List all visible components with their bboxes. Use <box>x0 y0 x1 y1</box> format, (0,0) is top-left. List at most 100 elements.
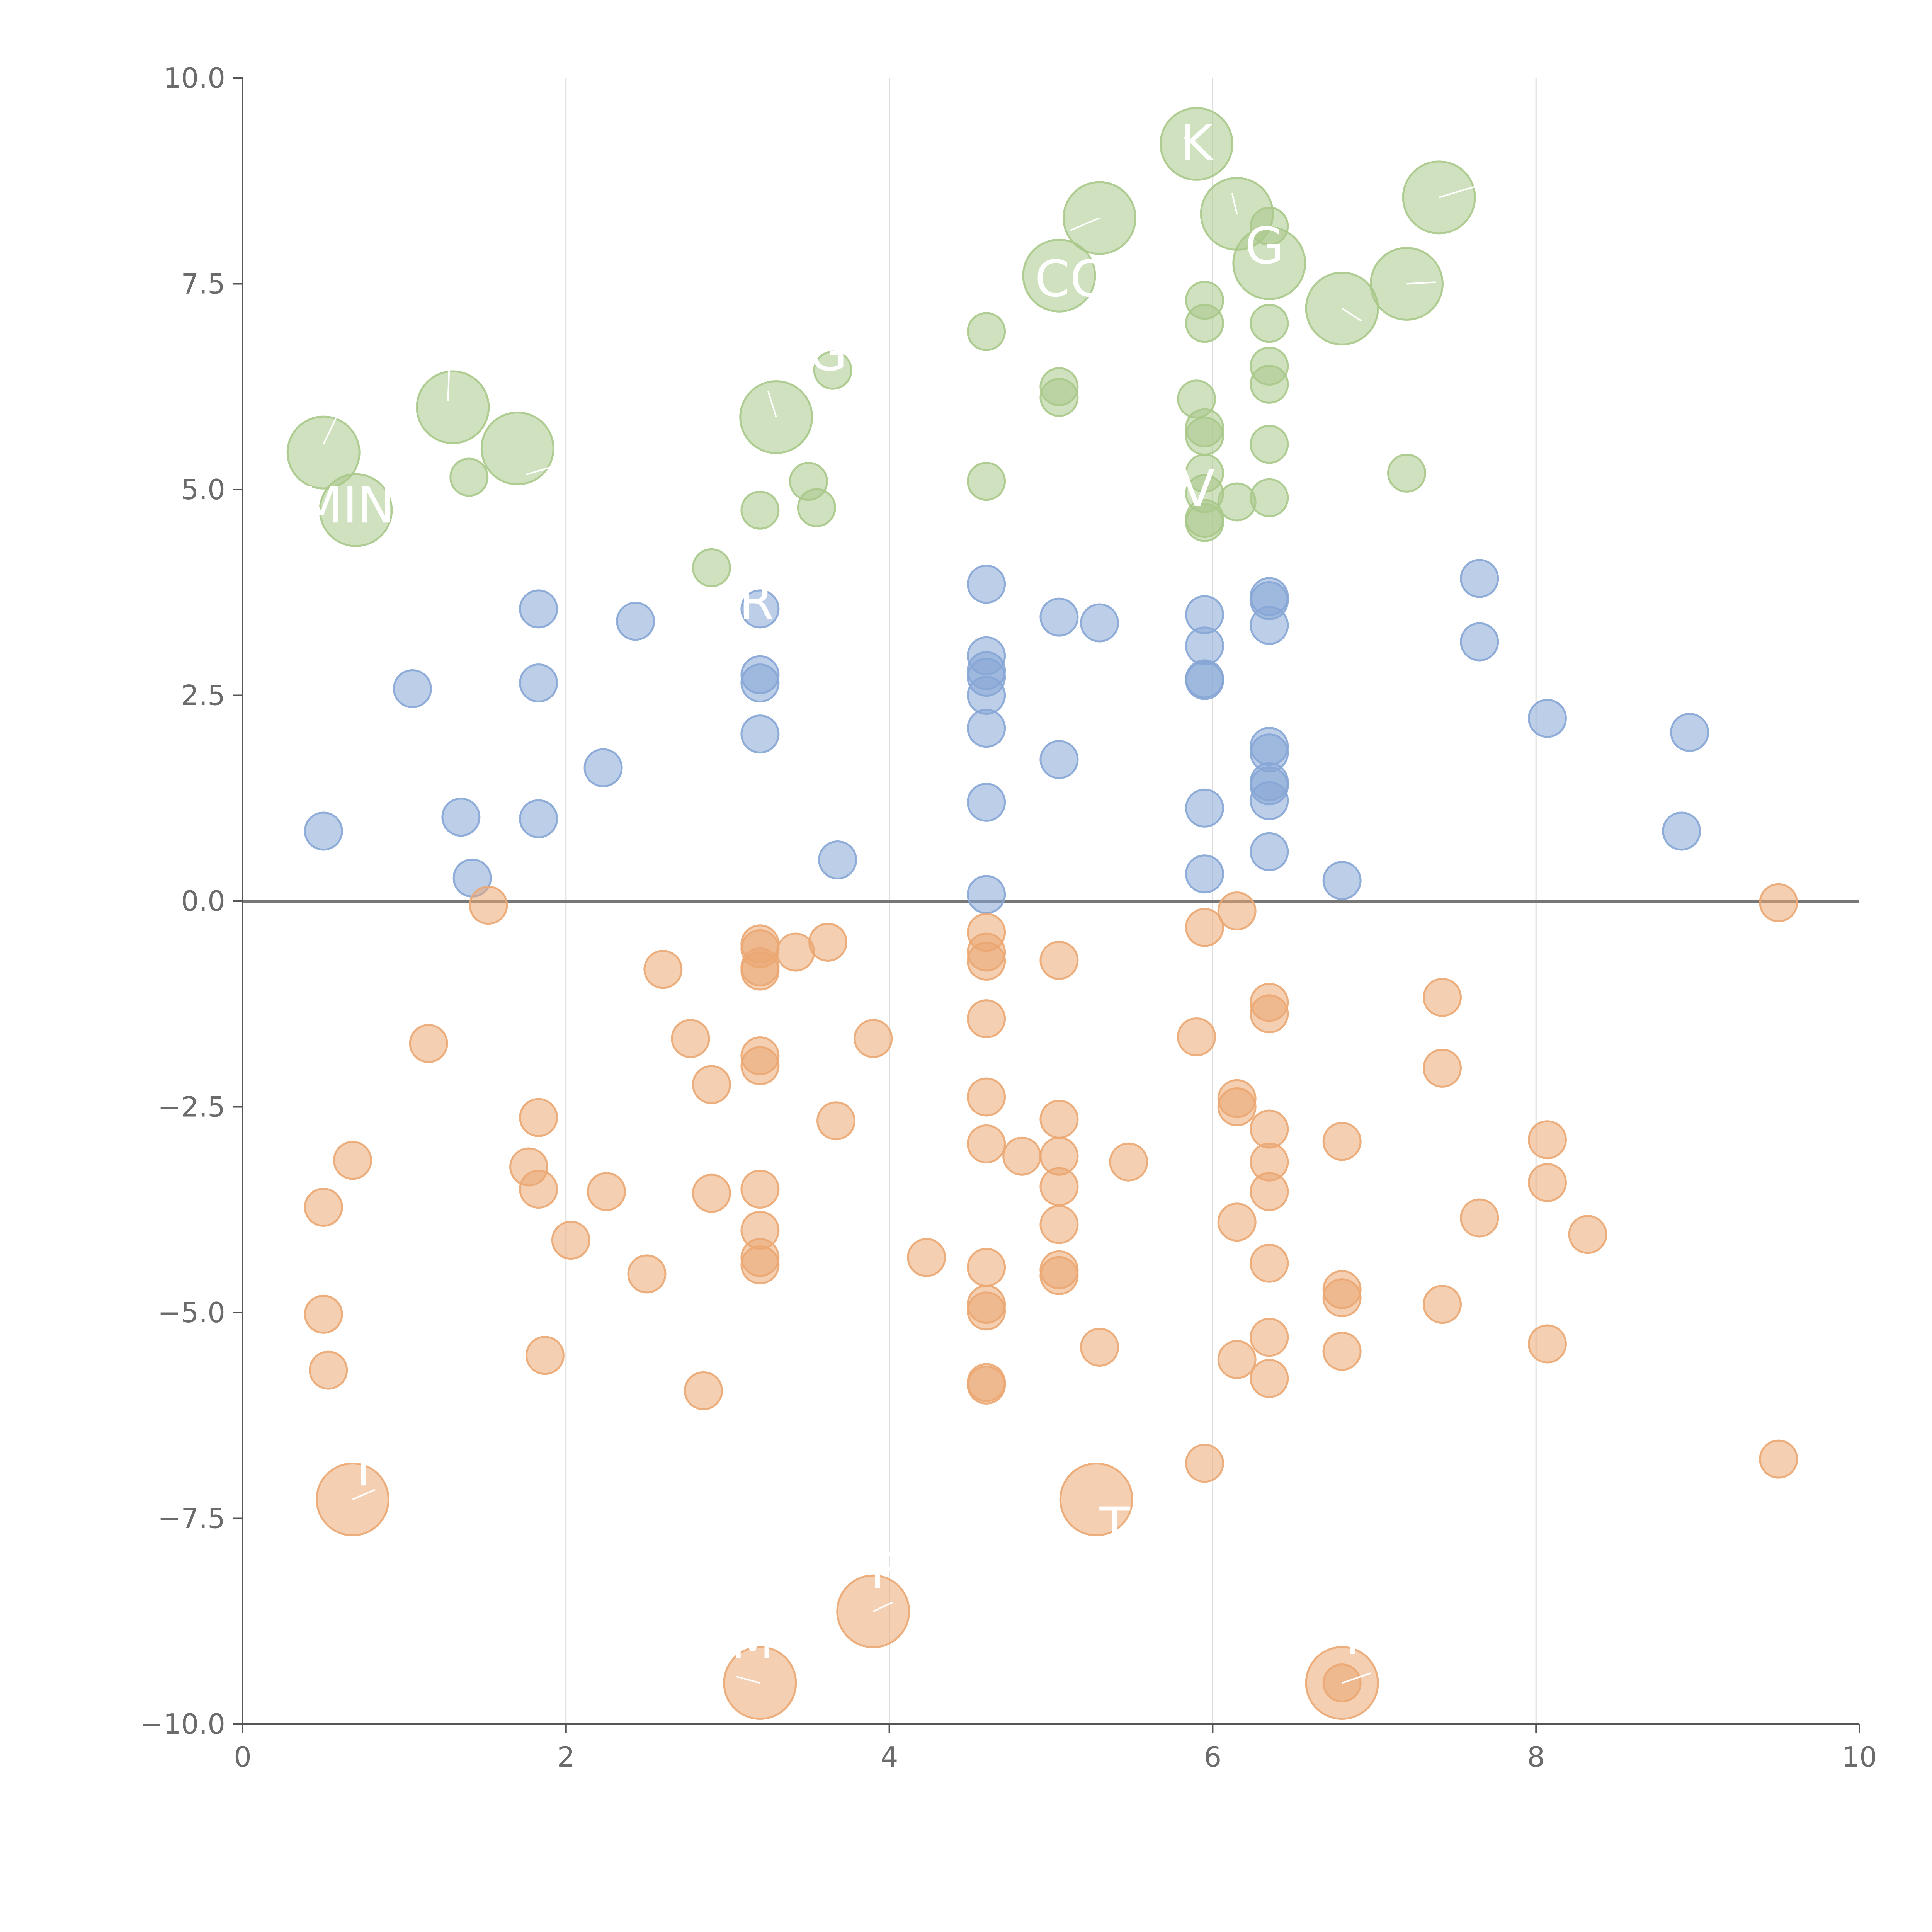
point-label: T <box>1099 1496 1131 1555</box>
y-tick-label: 0.0 <box>181 885 225 917</box>
point-label: F <box>870 1542 899 1600</box>
data-point-orange <box>409 1024 448 1063</box>
y-tick-label: 10.0 <box>163 62 225 94</box>
leader-line <box>1439 186 1475 198</box>
data-point-orange <box>304 1187 343 1227</box>
data-point-orange <box>551 1221 590 1260</box>
data-point-blue <box>393 669 432 708</box>
data-point-blue <box>1185 661 1224 700</box>
data-point-blue <box>1670 713 1709 752</box>
data-point-orange <box>854 1019 893 1058</box>
data-point-green <box>1250 364 1289 404</box>
point-label: V <box>1180 459 1215 518</box>
data-point-green <box>1232 226 1306 300</box>
data-point-orange <box>692 1173 731 1213</box>
data-point-orange <box>1322 1278 1362 1318</box>
data-point-green <box>967 312 1006 351</box>
leader-line <box>1342 1672 1372 1684</box>
data-point-orange <box>333 1141 372 1180</box>
data-point-orange <box>967 999 1006 1039</box>
data-point-green <box>1217 482 1257 522</box>
leader-line <box>1231 193 1238 214</box>
data-point-orange <box>1759 1439 1798 1479</box>
data-point-orange <box>967 1365 1006 1405</box>
data-point-green <box>692 548 731 587</box>
leader-line <box>735 1675 760 1684</box>
data-point-orange <box>1217 1340 1257 1379</box>
data-point-green <box>1250 478 1289 517</box>
data-point-orange <box>740 1046 780 1085</box>
y-tick-label: −2.5 <box>158 1091 225 1123</box>
axes: 0 2 4 6 8 10 −10.0 −7.5 −5.0 −2.5 0.0 2.5 5.0 7.5 10.0 <box>140 62 1877 1773</box>
data-point-blue <box>967 676 1006 715</box>
data-point-blue <box>583 748 623 787</box>
data-point-orange <box>1423 1285 1462 1324</box>
data-point-blue <box>441 798 481 837</box>
data-point-green <box>319 473 393 547</box>
data-point-blue <box>967 875 1006 914</box>
data-point-green <box>449 457 489 497</box>
data-point-green <box>1387 453 1426 493</box>
data-point-green <box>797 488 836 527</box>
data-point-orange <box>808 923 848 962</box>
data-point-orange <box>1185 1444 1224 1483</box>
data-point-blue <box>1460 622 1499 662</box>
data-point-orange <box>671 1019 710 1058</box>
data-point-orange <box>776 932 815 972</box>
data-point-orange <box>1423 1048 1462 1088</box>
point-label: K <box>1180 114 1214 172</box>
y-tick-label: −10.0 <box>140 1708 225 1740</box>
data-point-orange <box>1527 1120 1567 1160</box>
point-label: I <box>1345 1607 1360 1666</box>
data-point-blue <box>1322 861 1362 900</box>
data-point-orange <box>1250 1109 1289 1149</box>
data-point-orange <box>684 1371 723 1410</box>
data-point-orange <box>1250 1318 1289 1357</box>
data-point-orange <box>627 1254 667 1294</box>
data-point-orange <box>309 1350 348 1390</box>
data-point-orange <box>525 1336 565 1375</box>
data-point-orange <box>1059 1463 1133 1537</box>
data-point-orange <box>469 886 508 925</box>
data-point-orange <box>1039 1205 1079 1244</box>
data-point-blue <box>740 714 780 754</box>
x-tick-label: 2 <box>557 1741 575 1773</box>
data-point-blue <box>519 663 558 703</box>
data-point-orange <box>967 1291 1006 1331</box>
data-point-green <box>1039 378 1079 417</box>
data-point-blue <box>616 602 655 641</box>
data-point-green <box>416 370 490 444</box>
data-point-orange <box>304 1294 343 1334</box>
data-point-blue <box>967 782 1006 822</box>
x-tick-label: 4 <box>881 1741 898 1773</box>
data-point-orange <box>1039 1099 1079 1139</box>
data-point-green <box>740 490 780 530</box>
data-point-blue <box>1250 605 1289 645</box>
leader-line <box>525 466 553 476</box>
data-point-blue <box>1250 781 1289 820</box>
data-point-green <box>1185 417 1224 456</box>
data-point-orange <box>1527 1324 1567 1364</box>
point-label: G <box>808 323 847 382</box>
data-point-orange <box>1177 1017 1216 1056</box>
data-point-orange <box>1250 1172 1289 1211</box>
y-tick-label: −5.0 <box>158 1296 225 1329</box>
y-tick-label: 2.5 <box>181 679 225 712</box>
data-point-orange <box>1039 1167 1079 1206</box>
data-point-orange <box>1250 1359 1289 1398</box>
x-tick-label: 10 <box>1842 1741 1877 1773</box>
y-tick-label: 7.5 <box>181 268 225 300</box>
data-point-orange <box>1080 1327 1119 1367</box>
data-point-orange <box>1250 1243 1289 1283</box>
x-tick-label: 8 <box>1527 1741 1545 1773</box>
leader-lines <box>323 136 1475 1684</box>
data-point-blue <box>1039 597 1079 637</box>
data-point-blue <box>1039 740 1079 779</box>
data-point-blue <box>519 589 558 629</box>
data-point-green <box>1185 304 1224 343</box>
data-point-orange <box>740 951 780 991</box>
data-point-green <box>1185 503 1224 542</box>
data-point-orange <box>1039 940 1079 980</box>
leader-line <box>1070 217 1100 231</box>
